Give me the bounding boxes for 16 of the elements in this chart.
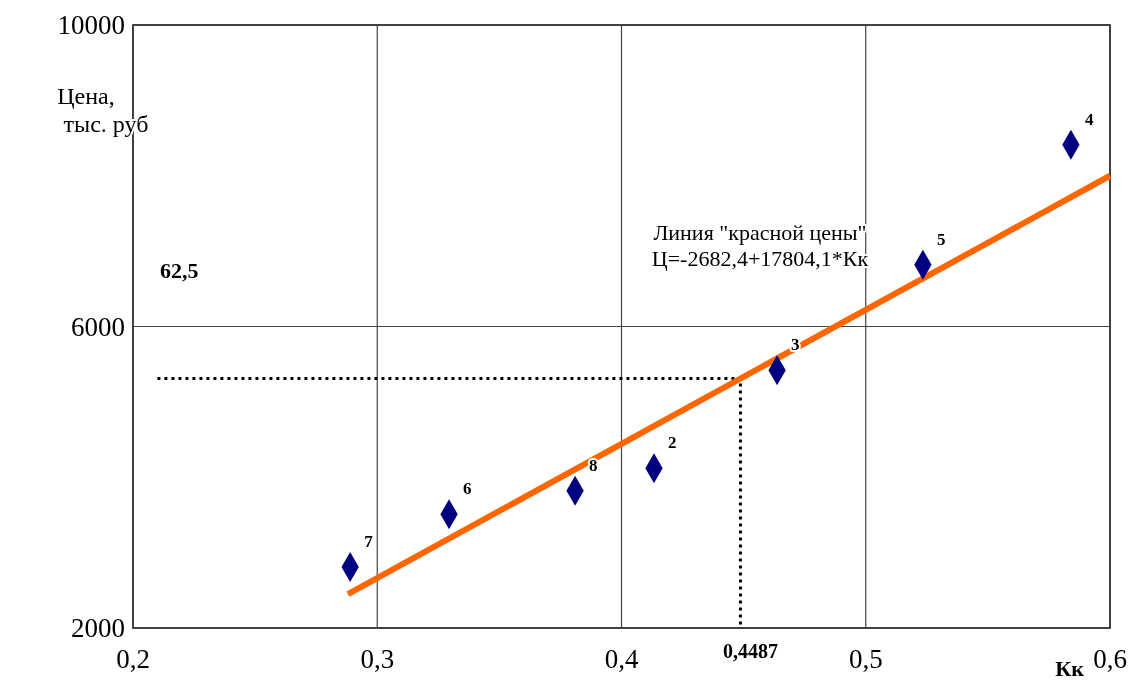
- annotation: 0,4487: [722, 640, 778, 662]
- x-tick-label: 0,6: [1093, 644, 1127, 674]
- x-axis-title: Кк: [1055, 656, 1085, 681]
- annotation: 4: [1084, 109, 1094, 129]
- x-tick-label: 0,2: [116, 644, 150, 674]
- annotation: 62,5: [160, 258, 199, 283]
- x-tick-label: 0,4: [604, 644, 639, 674]
- y-tick-label: 10000: [57, 10, 125, 40]
- annotation: 7: [364, 531, 374, 551]
- y-tick-label: 6000: [71, 311, 125, 342]
- annotation: 6: [463, 479, 472, 499]
- x-tick-label: 0,5: [848, 644, 883, 674]
- annotation: 2: [667, 433, 677, 453]
- x-tick-label: 0,3: [360, 644, 395, 674]
- y-tick-label: 2000: [71, 613, 125, 643]
- annotation: 5: [936, 229, 946, 249]
